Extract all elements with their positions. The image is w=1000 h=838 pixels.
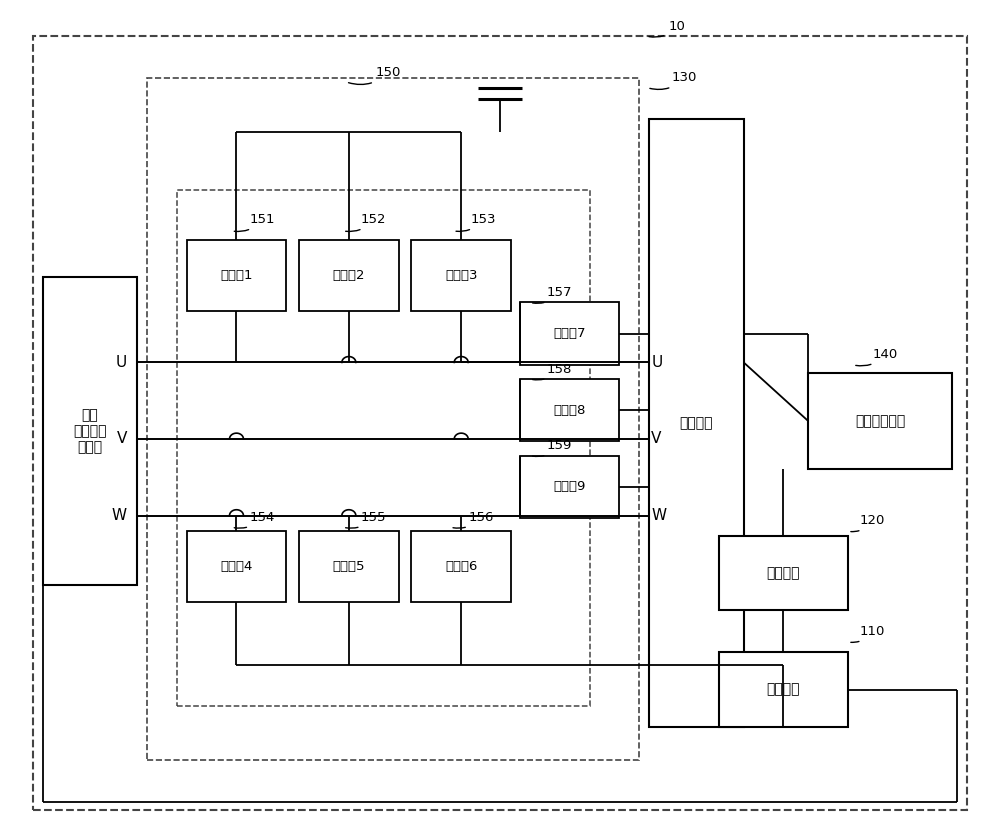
Text: 157: 157 <box>533 286 572 303</box>
Text: 接触器7: 接触器7 <box>553 327 586 340</box>
Text: 接触器9: 接触器9 <box>553 480 586 494</box>
FancyBboxPatch shape <box>520 379 619 442</box>
Text: 负载模块: 负载模块 <box>767 566 800 580</box>
FancyBboxPatch shape <box>719 652 848 727</box>
Text: 153: 153 <box>456 213 496 231</box>
Text: 130: 130 <box>650 71 697 90</box>
Text: 151: 151 <box>234 213 275 231</box>
Text: W: W <box>651 508 666 523</box>
Text: 150: 150 <box>349 66 401 85</box>
FancyBboxPatch shape <box>719 535 848 610</box>
Text: 110: 110 <box>851 625 885 643</box>
Text: 120: 120 <box>851 514 885 531</box>
Text: 控制模块: 控制模块 <box>767 682 800 696</box>
FancyBboxPatch shape <box>299 531 399 603</box>
Text: 电机监测模块: 电机监测模块 <box>855 414 906 428</box>
Text: 接触器4: 接触器4 <box>220 561 253 573</box>
FancyBboxPatch shape <box>299 240 399 311</box>
Text: W: W <box>112 508 127 523</box>
FancyBboxPatch shape <box>43 277 137 586</box>
Text: 156: 156 <box>453 510 494 528</box>
Text: U: U <box>651 355 662 370</box>
Text: 159: 159 <box>533 439 572 457</box>
Text: 154: 154 <box>234 510 275 528</box>
Text: 158: 158 <box>533 363 572 380</box>
Text: 水泵电机: 水泵电机 <box>680 416 713 430</box>
Text: 140: 140 <box>856 348 898 366</box>
Text: 接触器3: 接触器3 <box>445 269 477 282</box>
FancyBboxPatch shape <box>411 240 511 311</box>
FancyBboxPatch shape <box>187 240 286 311</box>
Text: 接触器5: 接触器5 <box>333 561 365 573</box>
Text: 接触器2: 接触器2 <box>333 269 365 282</box>
Text: 10: 10 <box>649 19 686 37</box>
FancyBboxPatch shape <box>808 373 952 469</box>
FancyBboxPatch shape <box>411 531 511 603</box>
FancyBboxPatch shape <box>520 456 619 518</box>
Text: U: U <box>116 355 127 370</box>
FancyBboxPatch shape <box>187 531 286 603</box>
FancyBboxPatch shape <box>520 303 619 365</box>
Text: V: V <box>651 432 662 447</box>
Text: 接触器1: 接触器1 <box>220 269 253 282</box>
Text: 被测
水泵电机
控制器: 被测 水泵电机 控制器 <box>73 408 107 455</box>
Text: 152: 152 <box>346 213 386 231</box>
Text: 接触器6: 接触器6 <box>445 561 477 573</box>
Text: 155: 155 <box>346 510 386 528</box>
FancyBboxPatch shape <box>649 119 744 727</box>
Text: 接触器8: 接触器8 <box>553 404 586 416</box>
Text: V: V <box>117 432 127 447</box>
